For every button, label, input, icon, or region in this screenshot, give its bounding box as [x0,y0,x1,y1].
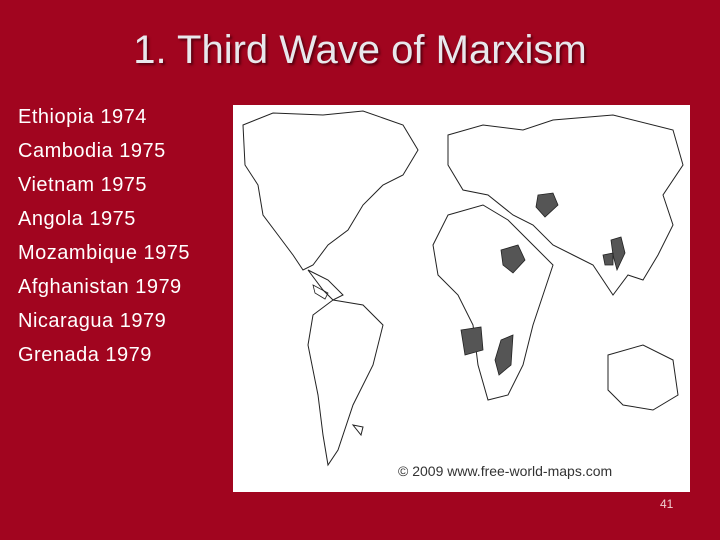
page-number: 41 [660,497,674,511]
central-america [307,269,344,301]
africa [432,204,554,401]
list-item: Mozambique 1975 [18,242,191,264]
ethiopia [500,244,526,274]
highlighted-countries [460,192,626,376]
mozambique [494,334,514,376]
list-item: Ethiopia 1974 [18,106,147,128]
list-item: Afghanistan 1979 [18,276,182,298]
afghanistan [535,192,559,218]
angola [460,326,484,356]
list-item: Nicaragua 1979 [18,310,167,332]
map-credit: © 2009 www.free-world-maps.com [398,463,612,479]
list-item: Angola 1975 [18,208,136,230]
australia [607,344,679,411]
south-america [307,299,384,467]
north-america [242,110,419,271]
cambodia [602,252,614,266]
list-item: Cambodia 1975 [18,140,166,162]
country-list: Ethiopia 1974 Cambodia 1975 Vietnam 1975 An… [18,100,190,372]
vietnam [610,236,626,272]
island [351,424,364,437]
world-map: © 2009 www.free-world-maps.com [233,105,690,492]
list-item: Vietnam 1975 [18,174,148,196]
nicaragua [312,284,329,300]
list-item: Grenada 1979 [18,344,152,366]
slide-title: 1. Third Wave of Marxism [133,28,587,72]
